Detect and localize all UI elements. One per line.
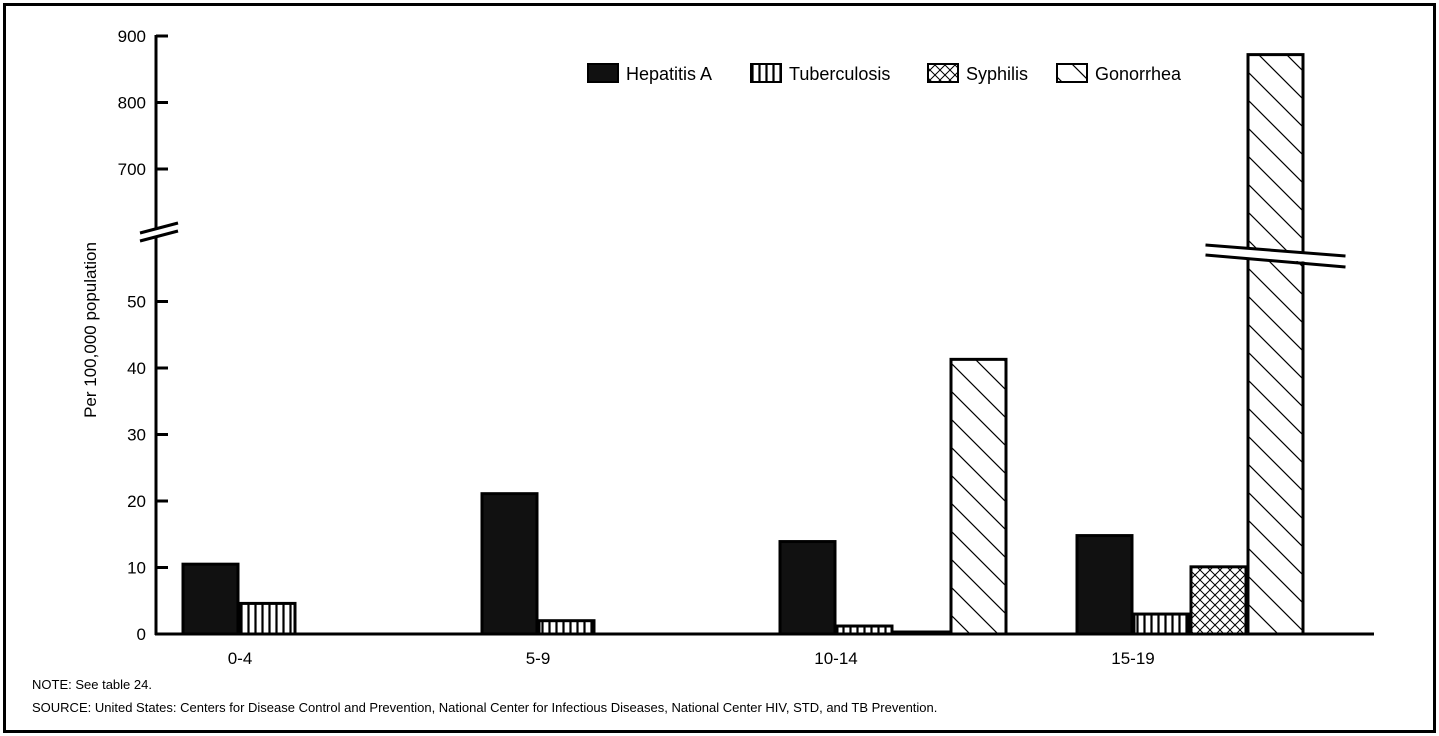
axis-break-mark	[139, 229, 179, 243]
source-text: SOURCE: United States: Centers for Disea…	[32, 700, 938, 715]
axis-break-mark	[139, 221, 179, 235]
x-tick-label: 5-9	[526, 649, 551, 668]
y-tick-label: 900	[118, 27, 146, 46]
bar-hepatitis-a-10-14	[778, 540, 837, 636]
legend-label-tuberculosis: Tuberculosis	[789, 64, 890, 84]
bar-tuberculosis-0-4	[238, 601, 297, 636]
note-text: NOTE: See table 24.	[32, 677, 152, 692]
y-tick-label: 30	[127, 426, 146, 445]
bar-hepatitis-a-5-9	[480, 492, 539, 636]
legend-swatch-tuberculosis	[750, 63, 782, 83]
bar-tuberculosis-10-14	[835, 624, 894, 636]
bar-break-gap	[1205, 245, 1346, 265]
x-tick-label: 10-14	[814, 649, 857, 668]
legend-swatch-syphilis	[927, 63, 959, 83]
y-tick-label: 10	[127, 559, 146, 578]
bars-group	[181, 53, 1346, 636]
y-tick-label: 50	[127, 293, 146, 312]
x-tick-label: 15-19	[1111, 649, 1154, 668]
y-tick-label: 700	[118, 160, 146, 179]
bar-gonorrhea-10-14	[949, 357, 1008, 636]
legend-label-syphilis: Syphilis	[966, 64, 1028, 84]
x-tick-label: 0-4	[228, 649, 253, 668]
y-axis-label: Per 100,000 population	[81, 242, 100, 418]
y-tick-label: 800	[118, 94, 146, 113]
bar-break-mark	[1205, 253, 1346, 269]
bar-tuberculosis-5-9	[537, 619, 596, 636]
legend-swatch-gonorrhea	[1056, 63, 1088, 83]
axes-group: 0 10 20 30 40 50 700 800 900 0-4 5-9 10-14 15-19	[118, 27, 1374, 668]
bar-hepatitis-a-0-4	[181, 562, 240, 636]
y-tick-label: 20	[127, 492, 146, 511]
bar-syphilis-10-14	[892, 630, 951, 636]
legend-swatch-hepatitis-a	[587, 63, 619, 83]
legend-label-hepatitis-a: Hepatitis A	[626, 64, 712, 84]
bar-gonorrhea-15-19	[1246, 53, 1305, 636]
bar-hepatitis-a-15-19	[1075, 534, 1134, 636]
legend-label-gonorrhea: Gonorrhea	[1095, 64, 1182, 84]
bar-syphilis-15-19	[1189, 565, 1248, 636]
legend: Hepatitis A Tuberculosis Syphilis Gonorrhea	[587, 63, 1182, 84]
bar-tuberculosis-15-19	[1132, 612, 1191, 636]
bar-break-mark	[1205, 243, 1346, 258]
y-tick-label: 40	[127, 359, 146, 378]
y-tick-label: 0	[137, 625, 146, 644]
